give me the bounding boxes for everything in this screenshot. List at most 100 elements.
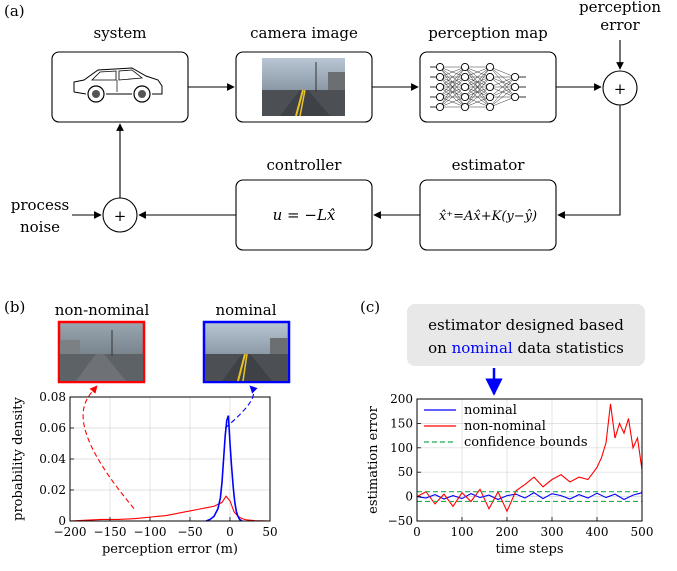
estimator-label: estimator <box>452 156 526 174</box>
controller-equation: u = −Lx̂ <box>273 206 336 224</box>
callout-pre: on <box>428 339 451 357</box>
nn-node <box>485 92 495 102</box>
nn-node <box>460 92 470 102</box>
perception-error-label-2: error <box>600 16 640 34</box>
nn-edge <box>439 66 466 108</box>
nn-edge <box>489 76 516 88</box>
x-axis-label: time steps <box>495 542 563 557</box>
y-tick-label: 150 <box>390 416 413 430</box>
nn-node <box>435 82 445 92</box>
nn-edge <box>464 66 491 98</box>
series-line-non-nominal <box>69 495 271 522</box>
diagram-arrows <box>72 40 624 219</box>
nn-node <box>435 92 445 102</box>
x-tick-label: 100 <box>451 525 474 539</box>
legend-label: non-nominal <box>464 419 546 434</box>
callout-line-1: estimator designed based <box>428 316 624 334</box>
x-tick-label: 50 <box>262 525 277 539</box>
y-tick-label: 200 <box>390 392 413 406</box>
nn-edge <box>439 86 466 108</box>
nn-node <box>435 72 445 82</box>
controller-label: controller <box>267 156 343 174</box>
nn-edge <box>464 66 491 108</box>
x-tick-label: 200 <box>496 525 519 539</box>
nn-node <box>485 72 495 82</box>
nn-edge <box>464 66 491 78</box>
plot-area <box>417 399 642 521</box>
nn-edge <box>489 66 516 78</box>
system-label: system <box>94 24 147 42</box>
nn-edge <box>464 66 491 88</box>
nn-node <box>510 72 520 82</box>
nonnominal-image <box>57 320 146 384</box>
process-noise-label-1: process <box>11 196 69 214</box>
nn-edge <box>489 96 516 108</box>
perception-map-label: perception map <box>428 24 548 42</box>
nonnominal-title: non-nominal <box>55 301 150 319</box>
nn-node <box>510 82 520 92</box>
x-tick-label: 0 <box>413 525 421 539</box>
nn-edge <box>439 66 466 88</box>
y-tick-label: 0.08 <box>39 390 66 404</box>
x-tick-label: 0 <box>226 525 234 539</box>
panel-a-label: (a) <box>4 2 25 20</box>
legend-label: nominal <box>464 403 517 418</box>
y-tick-label: 0 <box>405 490 413 504</box>
x-tick-label: 300 <box>541 525 564 539</box>
series-line-non-nominal <box>416 403 643 513</box>
error-sum-symbol: + <box>614 80 627 98</box>
nonnominal-link-arrow <box>82 385 135 509</box>
nn-edge <box>489 76 516 98</box>
x-tick-label: 400 <box>586 525 609 539</box>
nn-node <box>460 62 470 72</box>
nn-node <box>460 102 470 112</box>
nominal-link-arrow <box>224 385 258 429</box>
estimator-equation: x̂⁺=Ax̂+K(y−ŷ) <box>439 209 537 224</box>
x-tick-label: −200 <box>54 525 87 539</box>
perception-error-label-1: perception <box>579 0 661 16</box>
nn-edge <box>439 66 466 98</box>
nn-edge <box>439 66 466 78</box>
nn-node <box>435 102 445 112</box>
x-axis-label: perception error (m) <box>102 542 238 557</box>
noise-sum-symbol: + <box>114 207 127 225</box>
perception-error-chart: −200 −150 −100 −50 0 50 0 0.02 0.04 0.06 0.08 perce… <box>11 385 278 557</box>
x-tick-label: −100 <box>134 525 167 539</box>
y-tick-label: 0 <box>58 514 66 528</box>
panel-b-label: (b) <box>4 298 25 316</box>
nn-node <box>485 82 495 92</box>
nn-node <box>435 62 445 72</box>
nominal-image <box>202 320 291 384</box>
callout-highlight: nominal <box>452 339 513 357</box>
neural-network-icon <box>430 62 526 112</box>
nn-edge <box>464 86 491 108</box>
callout-box <box>407 304 645 366</box>
x-tick-label: −150 <box>94 525 127 539</box>
nn-edge <box>464 76 491 108</box>
nn-node <box>485 62 495 72</box>
callout-line-2: on nominal data statistics <box>428 339 624 357</box>
series-line-nominal <box>205 415 243 522</box>
callout-post: data statistics <box>513 339 624 357</box>
y-tick-label: 50 <box>398 465 413 479</box>
nn-node <box>510 92 520 102</box>
nn-edge <box>439 76 466 108</box>
axes-frame <box>416 398 643 522</box>
nn-node <box>460 72 470 82</box>
y-tick-label: 100 <box>390 441 413 455</box>
series-line-nominal <box>416 492 643 501</box>
nn-edge <box>439 96 466 108</box>
y-tick-label: −50 <box>388 514 413 528</box>
y-tick-label: 0.02 <box>39 483 66 497</box>
y-tick-label: 0.06 <box>39 421 66 435</box>
camera-label: camera image <box>250 24 358 42</box>
y-axis-label: probability density <box>11 396 26 520</box>
nn-node <box>485 102 495 112</box>
x-tick-label: −50 <box>177 525 202 539</box>
process-noise-label-2: noise <box>20 218 60 236</box>
nominal-title: nominal <box>215 301 276 319</box>
nn-edge <box>464 96 491 108</box>
camera-image <box>262 58 345 117</box>
legend-label: confidence bounds <box>464 435 588 450</box>
